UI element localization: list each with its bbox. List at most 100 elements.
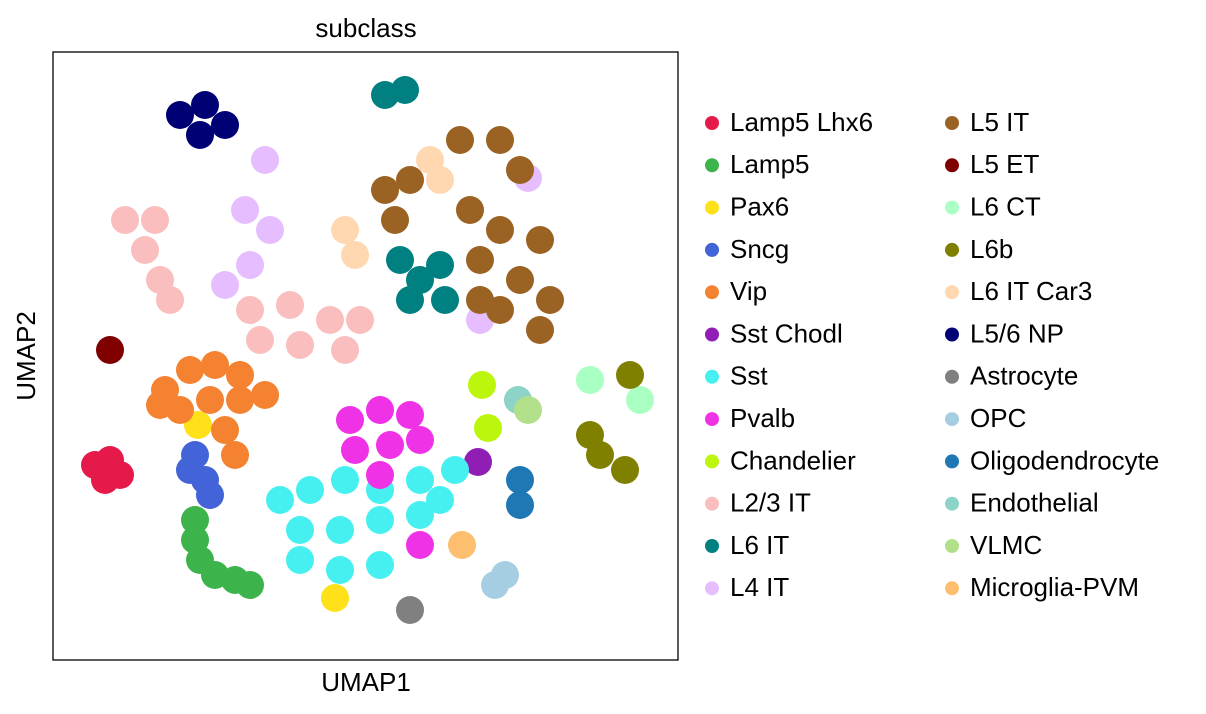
point (251, 146, 279, 174)
legend-label: Microglia-PVM (970, 572, 1139, 602)
point (141, 206, 169, 234)
point (331, 336, 359, 364)
point (256, 216, 284, 244)
legend-marker (945, 369, 959, 384)
legend-label: OPC (970, 403, 1026, 433)
point (236, 296, 264, 324)
legend-marker (945, 454, 959, 469)
point (441, 456, 469, 484)
legend-label: L5/6 NP (970, 318, 1064, 348)
point (236, 571, 264, 599)
point (481, 571, 509, 599)
point (91, 466, 119, 494)
point (366, 396, 394, 424)
point (346, 306, 374, 334)
point (156, 286, 184, 314)
point (221, 441, 249, 469)
point (396, 596, 424, 624)
legend-label: Sst Chodl (730, 318, 843, 348)
point (448, 531, 476, 559)
legend-label: L5 IT (970, 107, 1029, 137)
legend-label: L2/3 IT (730, 488, 811, 518)
point (331, 466, 359, 494)
point (186, 121, 214, 149)
legend-marker (705, 327, 719, 342)
point (456, 196, 484, 224)
legend-marker (945, 496, 959, 511)
point (166, 101, 194, 129)
legend-label: Pax6 (730, 191, 789, 221)
point (266, 486, 294, 514)
point (196, 481, 224, 509)
point (506, 466, 534, 494)
point (486, 216, 514, 244)
legend-marker (705, 116, 719, 130)
legend-label: Oligodendrocyte (970, 445, 1159, 475)
point (366, 551, 394, 579)
legend-marker (945, 539, 959, 553)
legend-label: Endothelial (970, 488, 1099, 518)
legend-marker (945, 581, 959, 596)
legend-marker (705, 242, 719, 257)
point (226, 386, 254, 414)
point (321, 584, 349, 612)
legend-label: Vip (730, 276, 767, 306)
point (466, 286, 494, 314)
point (286, 546, 314, 574)
point (211, 111, 239, 139)
plot-points (81, 76, 654, 624)
legend-label: L6 CT (970, 191, 1041, 221)
legend-label: L4 IT (730, 572, 789, 602)
legend-marker (945, 158, 959, 173)
legend-marker (945, 285, 959, 300)
point (181, 506, 209, 534)
point (526, 226, 554, 254)
legend-label: L6 IT (730, 530, 789, 560)
point (486, 126, 514, 154)
legend-label: Astrocyte (970, 361, 1078, 391)
point (446, 126, 474, 154)
point (286, 331, 314, 359)
point (326, 516, 354, 544)
legend-label: Lamp5 (730, 149, 810, 179)
point (366, 506, 394, 534)
legend-marker (705, 158, 719, 173)
legend-marker (705, 454, 719, 469)
point (391, 76, 419, 104)
point (626, 386, 654, 414)
legend-label: L6 IT Car3 (970, 276, 1092, 306)
point (236, 251, 264, 279)
plot-frame (52, 51, 679, 661)
point (326, 556, 354, 584)
legend-label: L6b (970, 234, 1013, 264)
legend-label: Pvalb (730, 403, 795, 433)
legend-marker (945, 200, 959, 215)
point (396, 401, 424, 429)
point (506, 156, 534, 184)
legend-marker (705, 581, 719, 596)
legend-marker (705, 200, 719, 215)
point (341, 241, 369, 269)
point (616, 361, 644, 389)
y-axis-label: UMAP2 (11, 311, 41, 401)
point (176, 356, 204, 384)
point (231, 196, 259, 224)
point (406, 531, 434, 559)
point (386, 246, 414, 274)
x-axis-label: UMAP1 (321, 667, 411, 697)
legend-label: Chandelier (730, 445, 856, 475)
legend-label: L5 ET (970, 149, 1039, 179)
point (506, 266, 534, 294)
legend-marker (945, 116, 959, 130)
point (576, 366, 604, 394)
legend-marker (705, 496, 719, 511)
point (226, 361, 254, 389)
point (396, 166, 424, 194)
legend-label: Lamp5 Lhx6 (730, 107, 873, 137)
point (431, 286, 459, 314)
point (474, 414, 502, 442)
legend-marker (945, 327, 959, 342)
point (611, 456, 639, 484)
point (191, 91, 219, 119)
